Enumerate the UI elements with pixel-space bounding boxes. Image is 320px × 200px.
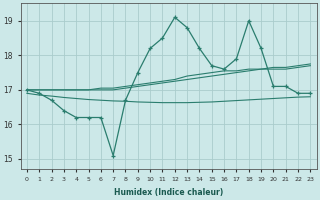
- X-axis label: Humidex (Indice chaleur): Humidex (Indice chaleur): [114, 188, 223, 197]
